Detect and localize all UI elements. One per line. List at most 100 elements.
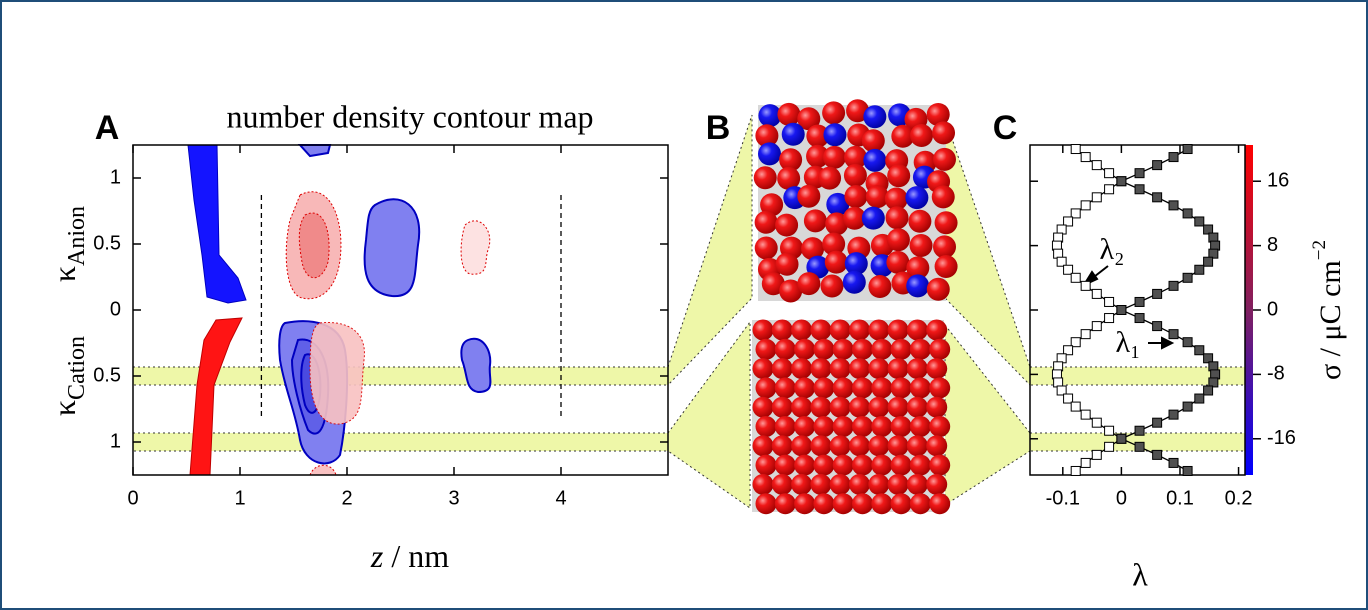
sphere	[935, 211, 958, 234]
x-axis-label: z/ nm	[370, 538, 449, 574]
sphere	[823, 146, 846, 169]
sphere	[753, 474, 774, 495]
sphere	[844, 185, 867, 208]
sphere	[775, 416, 796, 437]
sphere	[755, 236, 778, 259]
series-annotation: λ₁	[1115, 326, 1140, 359]
data-point	[1204, 386, 1213, 395]
data-point	[1153, 289, 1162, 298]
data-point	[1105, 185, 1114, 194]
sphere	[797, 185, 820, 208]
data-point	[1169, 458, 1178, 467]
data-point	[1195, 265, 1204, 274]
sphere	[833, 416, 854, 437]
y2-tick-label: 8	[1267, 234, 1278, 256]
data-point	[1092, 161, 1101, 170]
sphere	[810, 397, 831, 418]
data-point	[1135, 185, 1144, 194]
sphere	[910, 234, 933, 257]
data-point	[1204, 257, 1213, 266]
sphere	[791, 320, 812, 341]
y2-tick-label: -16	[1267, 427, 1296, 449]
sphere	[830, 435, 851, 456]
data-point	[1183, 209, 1192, 218]
sphere	[772, 320, 793, 341]
data-point	[1169, 153, 1178, 162]
sphere	[830, 320, 851, 341]
sphere	[775, 339, 796, 360]
sphere	[929, 493, 950, 514]
sphere	[833, 493, 854, 514]
sphere	[849, 397, 870, 418]
sphere	[852, 416, 873, 437]
sphere	[888, 320, 909, 341]
sphere	[926, 397, 947, 418]
sphere	[907, 474, 928, 495]
data-point	[1081, 153, 1090, 162]
sphere	[772, 474, 793, 495]
sphere	[794, 493, 815, 514]
sphere	[868, 435, 889, 456]
sphere	[791, 474, 812, 495]
sphere	[797, 272, 820, 295]
y-tick-label: 0.5	[93, 364, 121, 386]
sphere	[818, 167, 841, 190]
sphere	[849, 474, 870, 495]
figure: A B C number density contour map z/ nm λ…	[0, 0, 1368, 610]
x-tick-label: -0.1	[1046, 487, 1080, 509]
sphere	[868, 275, 891, 298]
sphere	[871, 493, 892, 514]
data-point	[1135, 426, 1144, 435]
data-point	[1071, 402, 1080, 411]
data-point	[1071, 273, 1080, 282]
sphere	[868, 320, 889, 341]
sphere	[844, 164, 867, 187]
sphere	[849, 320, 870, 341]
sphere	[910, 339, 931, 360]
sphere	[791, 435, 812, 456]
sphere	[868, 474, 889, 495]
data-point	[1183, 466, 1192, 475]
data-point	[1183, 273, 1192, 282]
data-point	[1081, 410, 1090, 419]
sphere	[756, 339, 777, 360]
sphere	[929, 416, 950, 437]
x-axis-label: λ	[1132, 556, 1148, 592]
sphere	[813, 339, 834, 360]
sphere	[927, 278, 950, 301]
data-point	[1105, 426, 1114, 435]
sphere	[833, 339, 854, 360]
sphere	[905, 186, 928, 209]
colorbar	[1245, 145, 1253, 475]
y2-axis-label: σ / μC cm−2	[1309, 240, 1347, 380]
data-point	[1092, 450, 1101, 459]
sphere	[852, 339, 873, 360]
y-tick-label: 1	[110, 166, 121, 188]
sphere	[906, 274, 929, 297]
sphere	[862, 129, 885, 152]
data-point	[1135, 314, 1144, 323]
panel-label: C	[993, 109, 1018, 147]
data-point	[1071, 145, 1080, 154]
x-tick-label: 0	[127, 487, 138, 509]
sphere	[888, 397, 909, 418]
sphere	[833, 455, 854, 476]
y2-tick-label: -8	[1267, 363, 1285, 385]
frame	[1, 1, 1367, 609]
sphere	[891, 455, 912, 476]
sphere	[929, 377, 950, 398]
data-point	[1092, 289, 1101, 298]
x-axis-var: z	[370, 538, 384, 574]
x-tick-label: 3	[448, 487, 459, 509]
sphere	[852, 493, 873, 514]
data-point	[1169, 281, 1178, 290]
data-point	[1092, 418, 1101, 427]
sphere	[852, 455, 873, 476]
sphere	[932, 185, 955, 208]
sphere	[830, 358, 851, 379]
sphere	[823, 123, 846, 146]
y2-tick-label: 16	[1267, 170, 1289, 192]
sphere	[756, 455, 777, 476]
sphere	[862, 207, 885, 230]
data-point	[1105, 442, 1114, 451]
